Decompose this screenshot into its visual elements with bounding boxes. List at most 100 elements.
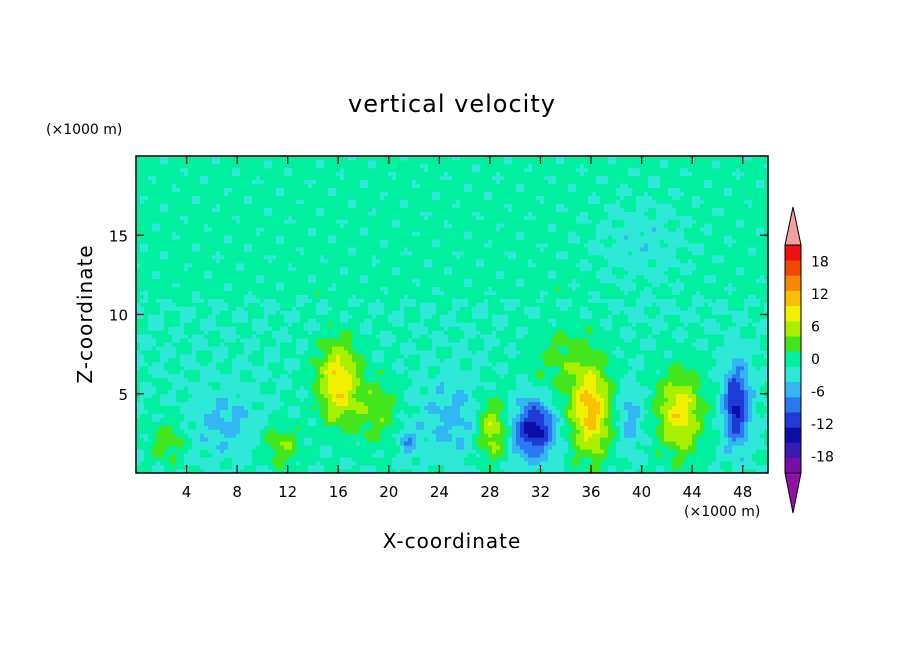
heatmap-cell	[216, 187, 221, 193]
heatmap-cell	[264, 401, 269, 406]
heatmap-cell	[360, 223, 365, 228]
heatmap-cell	[244, 247, 249, 252]
heatmap-cell	[312, 366, 317, 371]
heatmap-cell	[268, 306, 273, 311]
heatmap-cell	[312, 322, 317, 327]
heatmap-cell	[380, 290, 385, 296]
heatmap-cell	[236, 306, 241, 311]
heatmap-cell	[268, 346, 273, 351]
heatmap-cell	[252, 255, 257, 260]
heatmap-cell	[328, 187, 333, 193]
heatmap-cell	[384, 461, 389, 466]
heatmap-cell	[268, 259, 273, 264]
heatmap-cell	[172, 366, 177, 371]
heatmap-cell	[272, 401, 277, 406]
heatmap-cell	[296, 183, 301, 189]
heatmap-cell	[176, 239, 181, 244]
heatmap-cell	[188, 167, 193, 173]
heatmap-cell	[136, 219, 141, 224]
heatmap-cell	[244, 219, 249, 224]
heatmap-cell	[256, 441, 261, 446]
heatmap-cell	[200, 330, 205, 335]
heatmap-cell	[300, 330, 305, 335]
heatmap-cell	[320, 457, 325, 462]
heatmap-cell	[320, 156, 325, 161]
heatmap-cell	[188, 302, 193, 307]
heatmap-cell	[232, 266, 237, 272]
heatmap-cell	[268, 183, 273, 189]
heatmap-cell	[352, 302, 357, 307]
heatmap-cell	[188, 247, 193, 252]
heatmap-cell	[356, 397, 361, 403]
heatmap-cell	[176, 381, 181, 387]
heatmap-cell	[140, 282, 145, 288]
heatmap-cell	[376, 389, 381, 395]
heatmap-cell	[228, 251, 233, 256]
heatmap-cell	[204, 259, 209, 264]
heatmap-cell	[312, 270, 317, 276]
heatmap-cell	[164, 405, 169, 410]
heatmap-cell	[216, 354, 221, 359]
heatmap-cell	[212, 409, 217, 414]
heatmap-cell	[148, 163, 153, 169]
heatmap-cell	[152, 318, 157, 323]
heatmap-cell	[224, 358, 229, 363]
heatmap-cell	[184, 203, 189, 208]
heatmap-cell	[240, 235, 245, 240]
heatmap-cell	[340, 322, 345, 327]
heatmap-cell	[356, 219, 361, 224]
heatmap-cell	[228, 247, 233, 252]
heatmap-cell	[300, 191, 305, 196]
heatmap-cell	[276, 425, 281, 430]
heatmap-cell	[300, 298, 305, 303]
heatmap-cell	[352, 183, 357, 189]
heatmap-cell	[196, 223, 201, 228]
heatmap-cell	[224, 362, 229, 367]
heatmap-cell	[292, 195, 297, 200]
heatmap-cell	[360, 270, 365, 276]
heatmap-cell	[220, 266, 225, 272]
heatmap-cell	[380, 433, 385, 438]
heatmap-cell	[340, 318, 345, 323]
heatmap-cell	[184, 187, 189, 193]
heatmap-cell	[244, 441, 249, 446]
heatmap-cell	[292, 330, 297, 335]
heatmap-cell	[164, 377, 169, 383]
heatmap-cell	[200, 207, 205, 212]
heatmap-cell	[276, 290, 281, 296]
heatmap-cell	[220, 330, 225, 335]
heatmap-cell	[200, 298, 205, 303]
heatmap-cell	[380, 211, 385, 216]
heatmap-cell	[332, 251, 337, 256]
heatmap-cell	[248, 385, 253, 391]
heatmap-cell	[180, 330, 185, 335]
heatmap-cell	[264, 171, 269, 177]
heatmap-cell	[308, 429, 313, 434]
heatmap-cell	[172, 294, 177, 299]
heatmap-cell	[228, 302, 233, 307]
heatmap-cell	[176, 377, 181, 383]
heatmap-cell	[184, 389, 189, 395]
heatmap-cell	[316, 223, 321, 228]
heatmap-cell	[372, 306, 377, 311]
heatmap-cell	[264, 270, 269, 276]
heatmap-cell	[244, 461, 249, 466]
heatmap-cell	[216, 266, 221, 272]
heatmap-cell	[308, 215, 313, 220]
heatmap-cell	[344, 266, 349, 272]
heatmap-cell	[324, 322, 329, 327]
heatmap-cell	[208, 191, 213, 196]
heatmap-cell	[152, 215, 157, 220]
heatmap-cell	[160, 346, 165, 351]
heatmap-cell	[256, 262, 261, 268]
heatmap-cell	[328, 465, 333, 470]
heatmap-cell	[264, 421, 269, 426]
heatmap-cell	[252, 159, 257, 165]
heatmap-cell	[280, 465, 285, 470]
heatmap-cell	[340, 231, 345, 236]
heatmap-cell	[164, 163, 169, 169]
heatmap-cell	[324, 397, 329, 403]
heatmap-cell	[292, 377, 297, 383]
heatmap-cell	[228, 227, 233, 232]
heatmap-cell	[240, 227, 245, 232]
